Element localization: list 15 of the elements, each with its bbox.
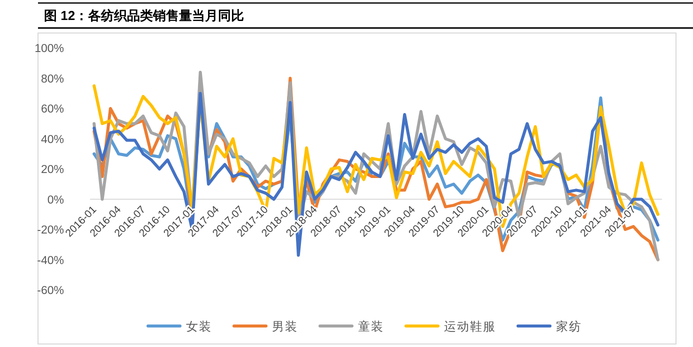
legend-label: 女装: [186, 320, 212, 334]
y-tick-label: -40%: [37, 254, 64, 267]
legend-label: 家纺: [556, 320, 582, 334]
y-tick-label: 100%: [34, 43, 64, 55]
y-tick-label: 0%: [47, 194, 64, 206]
legend-label: 男装: [272, 320, 298, 334]
y-tick-label: -60%: [37, 285, 64, 297]
y-tick-label: 80%: [40, 73, 64, 86]
y-tick-label: 60%: [40, 104, 64, 116]
legend-label: 童装: [358, 320, 384, 334]
legend-label: 运动鞋服: [444, 320, 496, 334]
title: 图 12：各纺织品类销售量当月同比: [44, 8, 244, 23]
y-tick-label: 40%: [40, 134, 64, 146]
y-tick-label: -20%: [37, 224, 64, 236]
y-tick-label: 20%: [40, 164, 64, 176]
